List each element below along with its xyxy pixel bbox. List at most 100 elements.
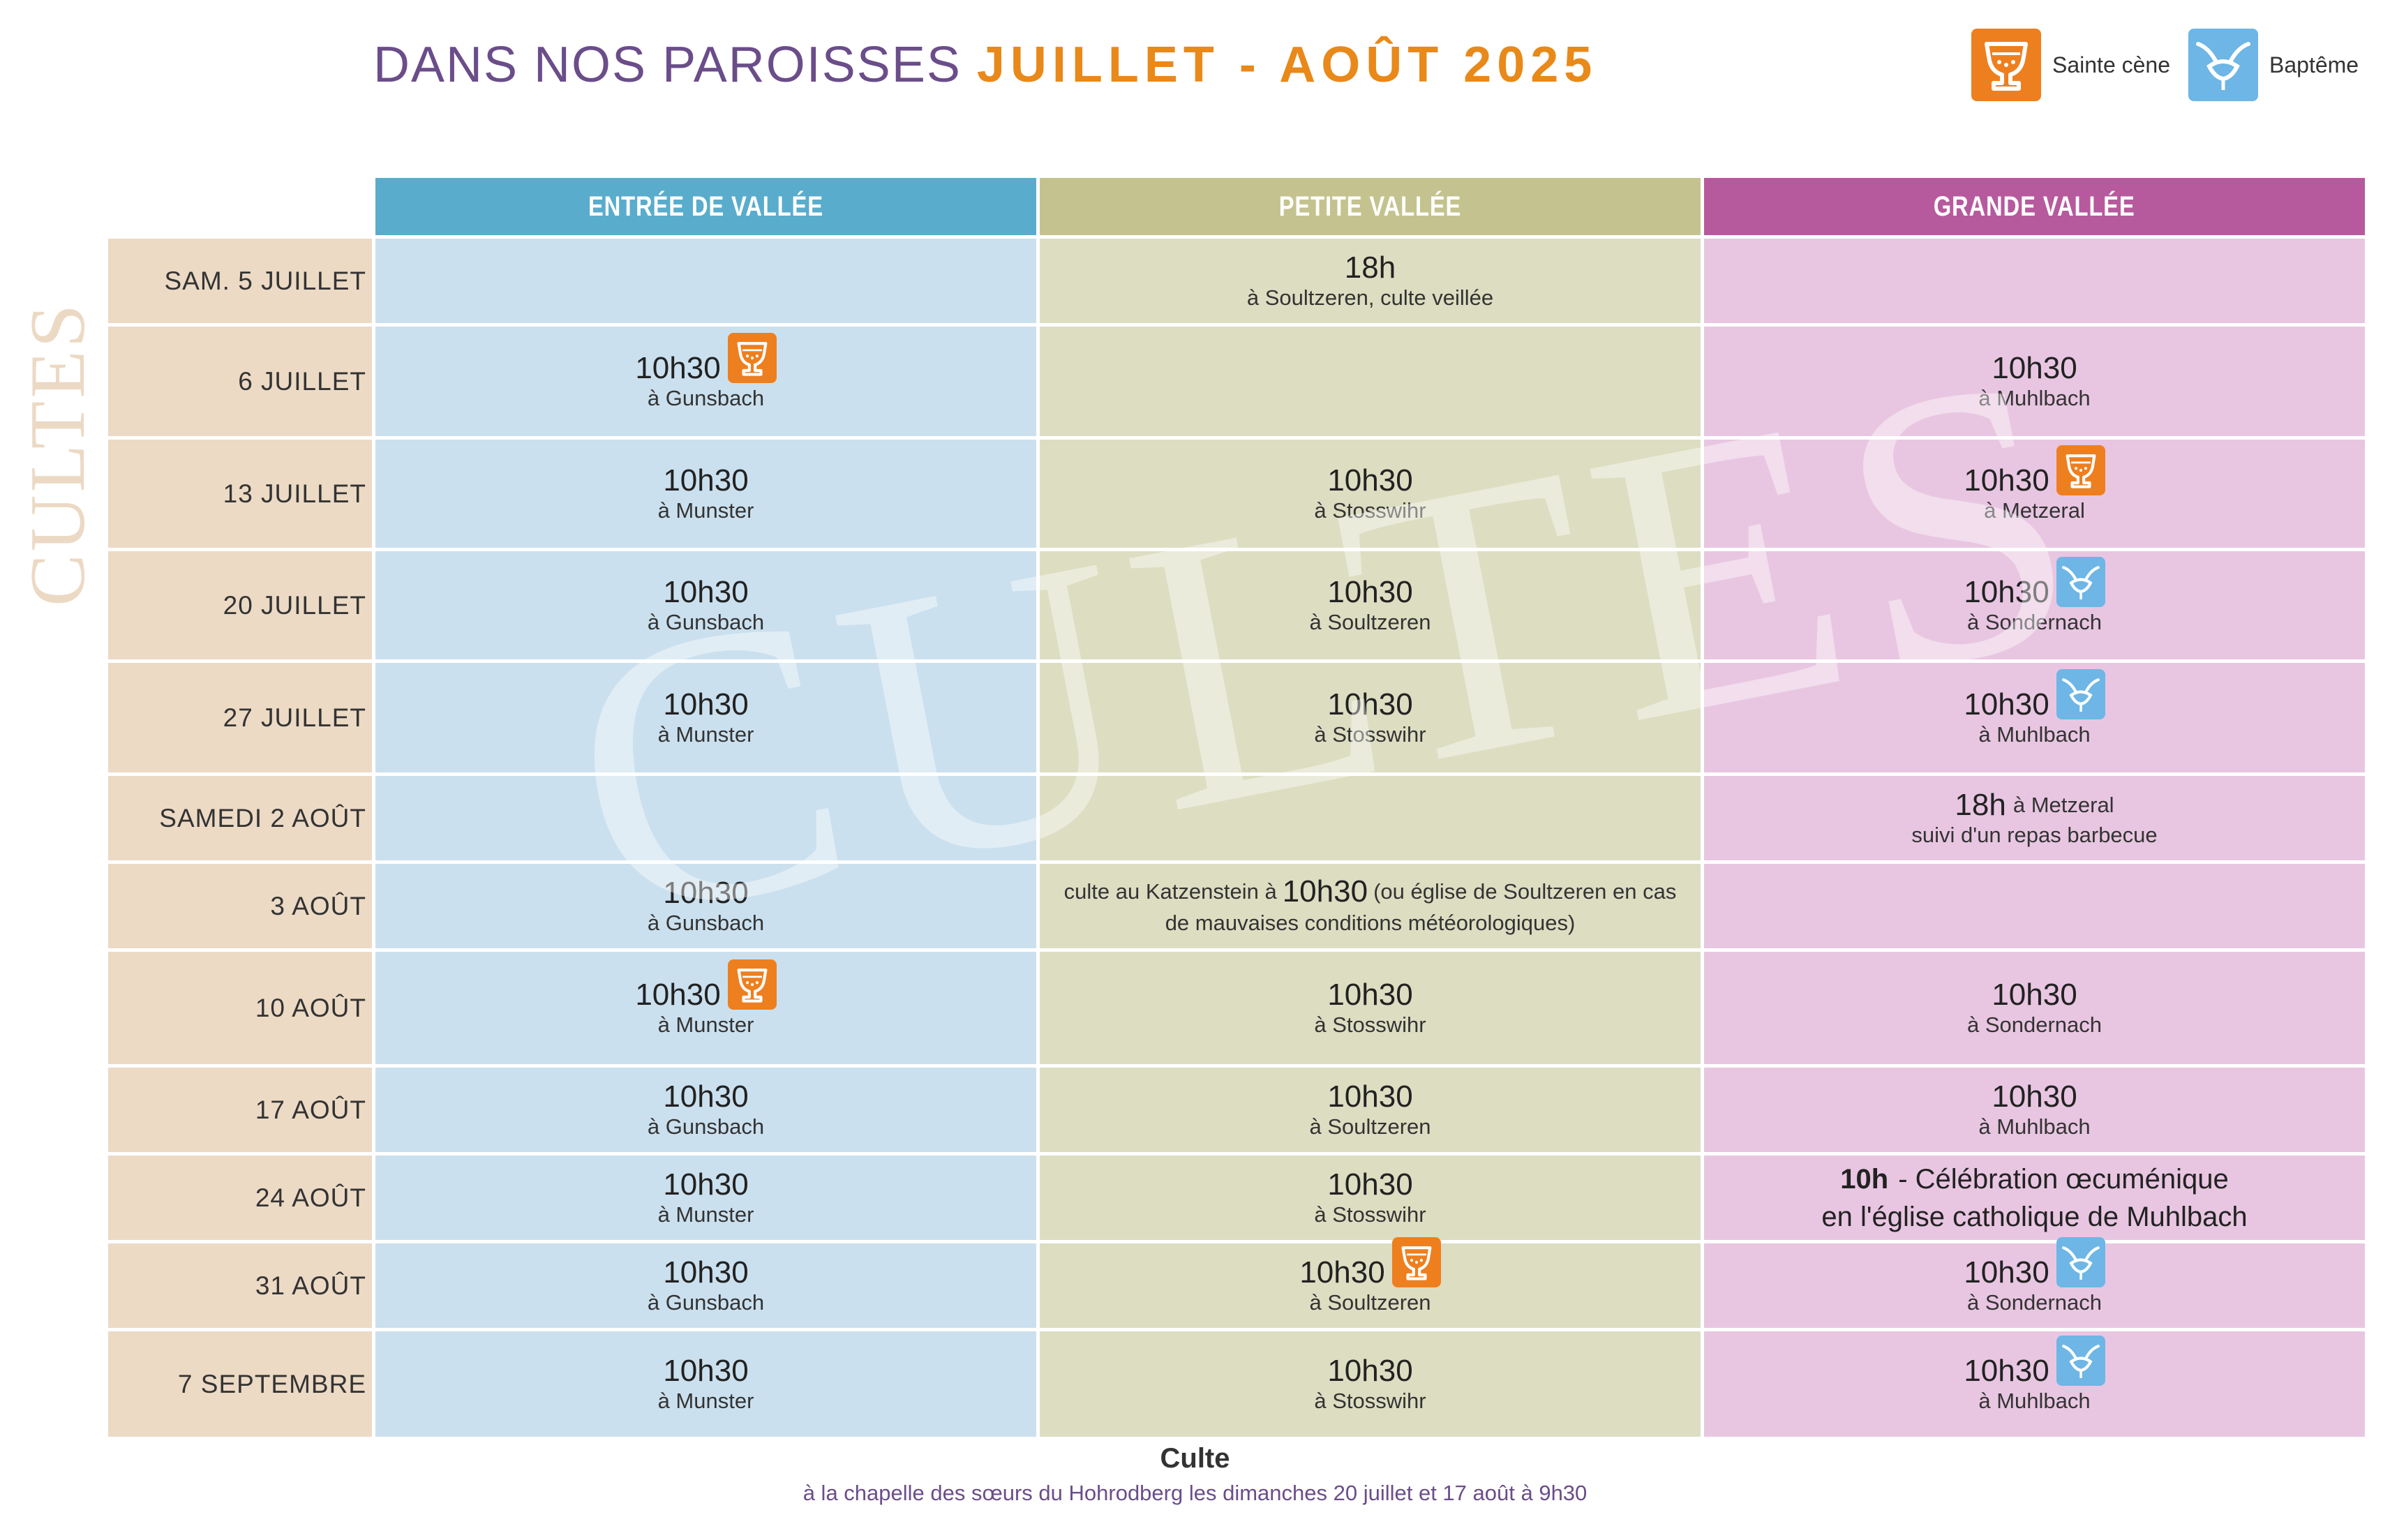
- service-time: 10h30: [1964, 574, 2049, 609]
- service-place: à Metzeral: [2012, 793, 2114, 818]
- service-place: à Muhlbach: [1978, 1114, 2091, 1139]
- title-part1: DANS NOS PAROISSES: [373, 37, 962, 93]
- service-place: à Stosswihr: [1314, 1012, 1426, 1038]
- schedule-cell: 10h30 à Stosswihr: [1040, 663, 1701, 772]
- service-line: 18h à Metzeral: [1955, 788, 2114, 822]
- column-header-grande: GRANDE VALLÉE: [1704, 178, 2365, 235]
- legend-label-baptism: Baptême: [2269, 52, 2359, 77]
- footer-heading: Culte: [1160, 1443, 1230, 1474]
- service-line: 10h30: [1964, 1335, 2105, 1388]
- service-time: 10h30: [1327, 1167, 1413, 1202]
- date-label: 6 JUILLET: [108, 327, 372, 436]
- schedule-cell: 10h30 à Metzeral: [1704, 440, 2365, 548]
- service-note-text: - Célébration œcuménique: [1898, 1163, 2229, 1195]
- legend: Sainte cène Baptême: [1971, 27, 2377, 103]
- column-header-entree: ENTRÉE DE VALLÉE: [375, 178, 1036, 235]
- page-title: DANS NOS PAROISSES JUILLET - AOÛT 2025: [373, 36, 1597, 94]
- service-line: 10h30: [663, 876, 748, 910]
- schedule-cell: [1040, 327, 1701, 436]
- schedule-cell: 10h30 à Soultzeren: [1040, 1236, 1701, 1328]
- service-place: à Stosswihr: [1314, 1202, 1426, 1227]
- service-time: 10h30: [1964, 1255, 2049, 1289]
- column-header-petite: PETITE VALLÉE: [1040, 178, 1701, 235]
- schedule-cell: 10h30 à Gunsbach: [375, 327, 1036, 436]
- service-place: à Stosswihr: [1314, 498, 1426, 523]
- schedule-cell: 10h30 à Stosswihr: [1040, 440, 1701, 548]
- service-time: 10h30: [1992, 1079, 2077, 1114]
- service-line: 10h30: [663, 1167, 748, 1202]
- service-line: 10h30: [1327, 1167, 1413, 1202]
- date-label: 13 JUILLET: [108, 440, 372, 548]
- service-line: 10h30: [1964, 668, 2105, 722]
- service-line: 10h30: [663, 1079, 748, 1114]
- service-place: à Sondernach: [1966, 610, 2103, 635]
- baptism-icon: [2188, 29, 2259, 101]
- service-note-line2: de mauvaises conditions météorologiques): [1165, 910, 1576, 935]
- service-place: à Metzeral: [1984, 498, 2085, 523]
- service-line: 10h30: [1327, 687, 1413, 722]
- service-time: 18h: [1955, 787, 2006, 822]
- schedule-cell: 10h30 à Stosswihr: [1040, 1331, 1701, 1437]
- service-line: 10h30: [1327, 574, 1413, 609]
- date-label: 31 AOÛT: [108, 1243, 372, 1328]
- side-label-text: CULTES: [14, 301, 101, 606]
- schedule-cell: 10h30 à Sondernach: [1704, 551, 2365, 659]
- service-time: 10h: [1840, 1163, 1889, 1195]
- schedule-cell: 10h30 à Gunsbach: [375, 551, 1036, 659]
- service-line: 10h30: [1964, 556, 2105, 609]
- service-time: 10h30: [1327, 977, 1413, 1012]
- schedule-cell: 10h30 à Muhlbach: [1704, 327, 2365, 436]
- column-header-label: ENTRÉE DE VALLÉE: [588, 190, 823, 222]
- date-label: 17 AOÛT: [108, 1068, 372, 1152]
- service-time: 10h30: [1327, 1079, 1413, 1114]
- schedule-cell: 10h30 à Stosswihr: [1040, 952, 1701, 1064]
- schedule-cell: 10h30 à Sondernach: [1704, 952, 2365, 1064]
- service-time: 10h30: [663, 687, 749, 722]
- schedule-cell: 10h30 à Stosswihr: [1040, 1156, 1701, 1240]
- communion-cup-icon: [727, 959, 777, 1010]
- side-label: CULTES: [15, 301, 101, 606]
- service-place: à Gunsbach: [647, 386, 765, 411]
- service-time: 10h30: [663, 875, 749, 910]
- service-line: 18h: [1345, 251, 1396, 285]
- baptism-icon: [2056, 1236, 2105, 1287]
- service-place: à Muhlbach: [1978, 1389, 2091, 1414]
- service-place: à Soultzeren: [1309, 1114, 1431, 1139]
- service-line: 10h30: [635, 332, 777, 385]
- schedule-cell: 10h30 à Gunsbach: [375, 1068, 1036, 1152]
- service-line: 10h30: [663, 574, 749, 609]
- schedule-cell: [1704, 239, 2365, 323]
- service-place: à Muhlbach: [1978, 722, 2091, 747]
- service-line: 10h30: [1327, 1354, 1412, 1388]
- schedule-cell: 10h30 à Gunsbach: [375, 1243, 1036, 1328]
- schedule-cell: [375, 239, 1036, 323]
- date-label: SAMEDI 2 AOÛT: [108, 776, 372, 860]
- service-time: 10h30: [663, 574, 749, 609]
- service-time: 10h30: [635, 977, 721, 1012]
- service-place: à Sondernach: [1966, 1290, 2103, 1315]
- service-time: 10h30: [1992, 977, 2077, 1012]
- service-time: 10h30: [1299, 1255, 1385, 1289]
- service-time: 10h30: [1964, 463, 2049, 498]
- service-place: à Stosswihr: [1314, 1389, 1426, 1414]
- schedule-cell: 10h30 à Munster: [375, 1331, 1036, 1437]
- schedule-cell: 18h à Soultzeren, culte veillée: [1040, 239, 1701, 323]
- service-line: 10h30: [1992, 1079, 2077, 1114]
- service-place: à Sondernach: [1966, 1012, 2103, 1038]
- service-line: 10h30: [1327, 463, 1413, 498]
- service-line: 10h30: [1327, 1079, 1413, 1114]
- service-place: à Munster: [657, 1012, 754, 1038]
- service-time: 18h: [1344, 250, 1396, 285]
- service-time: 10h30: [1327, 463, 1413, 498]
- service-time: 10h30: [1327, 687, 1413, 722]
- service-place: à Stosswihr: [1314, 722, 1426, 747]
- schedule-cell: culte au Katzenstein à 10h30 (ou église de…: [1040, 864, 1701, 948]
- schedule-cell: 10h30 à Muhlbach: [1704, 663, 2365, 772]
- date-label: 7 SEPTEMBRE: [108, 1331, 372, 1437]
- service-note-line2: en l'église catholique de Muhlbach: [1821, 1201, 2248, 1232]
- service-time: 10h30: [1327, 574, 1413, 609]
- service-place: à Munster: [657, 722, 754, 747]
- communion-cup-icon: [1971, 29, 2041, 101]
- schedule-cell: 10h30 à Sondernach: [1704, 1236, 2365, 1328]
- service-place: à Munster: [657, 1389, 754, 1414]
